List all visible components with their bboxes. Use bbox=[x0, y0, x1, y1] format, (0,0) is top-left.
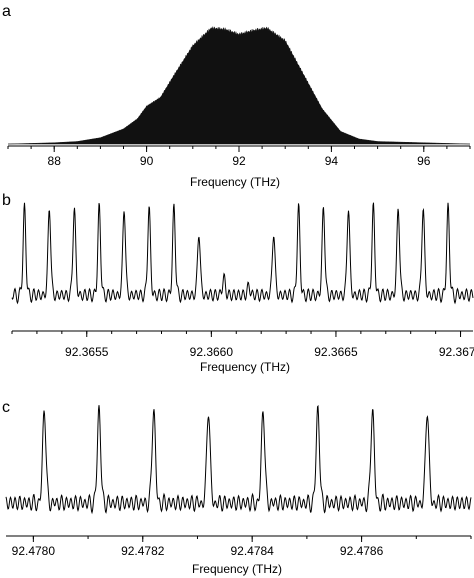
tick-label: 92.3670 bbox=[439, 345, 474, 359]
tick-label: 92.4780 bbox=[12, 544, 56, 558]
tick-label: 92.4782 bbox=[121, 544, 165, 558]
panel-b-label: b bbox=[2, 192, 11, 209]
panel-b-comb-trace bbox=[11, 202, 474, 305]
panel-a-ticks: 88 90 92 94 96 bbox=[7, 146, 471, 168]
panel-c-xlabel: Frequency (THz) bbox=[192, 562, 282, 576]
panel-c-comb-trace bbox=[5, 404, 472, 515]
panel-a-label: a bbox=[2, 3, 11, 20]
tick-label: 92.3665 bbox=[314, 345, 358, 359]
tick-label: 90 bbox=[140, 154, 154, 168]
tick-label: 92.4786 bbox=[340, 544, 384, 558]
tick-label: 92.3660 bbox=[190, 345, 234, 359]
panel-c-label: c bbox=[2, 399, 10, 416]
tick-label: 88 bbox=[48, 154, 62, 168]
panel-b-ticks: 92.3655 92.3660 92.3665 92.3670 bbox=[11, 331, 474, 359]
panel-a-spectrum-area bbox=[7, 25, 471, 145]
tick-label: 92 bbox=[232, 154, 246, 168]
panel-c: c 92.4780 92.4782 92.4784 92.4786 Frequency… bbox=[2, 399, 472, 576]
panel-c-ticks: 92.4780 92.4782 92.4784 92.4786 bbox=[12, 536, 472, 558]
tick-label: 92.3655 bbox=[65, 345, 109, 359]
panel-a-xlabel: Frequency (THz) bbox=[190, 175, 280, 189]
panel-b-xlabel: Frequency (THz) bbox=[200, 360, 290, 374]
tick-label: 96 bbox=[417, 154, 431, 168]
tick-label: 92.4784 bbox=[230, 544, 274, 558]
panel-b: b 92.3655 92.3660 92.3665 92.3670 Frequency… bbox=[2, 192, 474, 374]
panel-a: a 88 90 92 94 96 Frequency (THz) bbox=[2, 3, 471, 189]
tick-label: 94 bbox=[325, 154, 339, 168]
